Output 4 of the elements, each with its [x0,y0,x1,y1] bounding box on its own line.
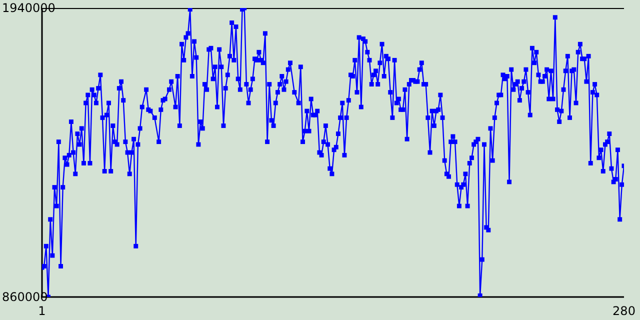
x-tick-label: 280 [612,304,636,318]
y-tick-label: 860000 [2,290,48,304]
y-tick-label: 1940000 [2,1,56,16]
x-tick-label: 1 [38,304,46,318]
